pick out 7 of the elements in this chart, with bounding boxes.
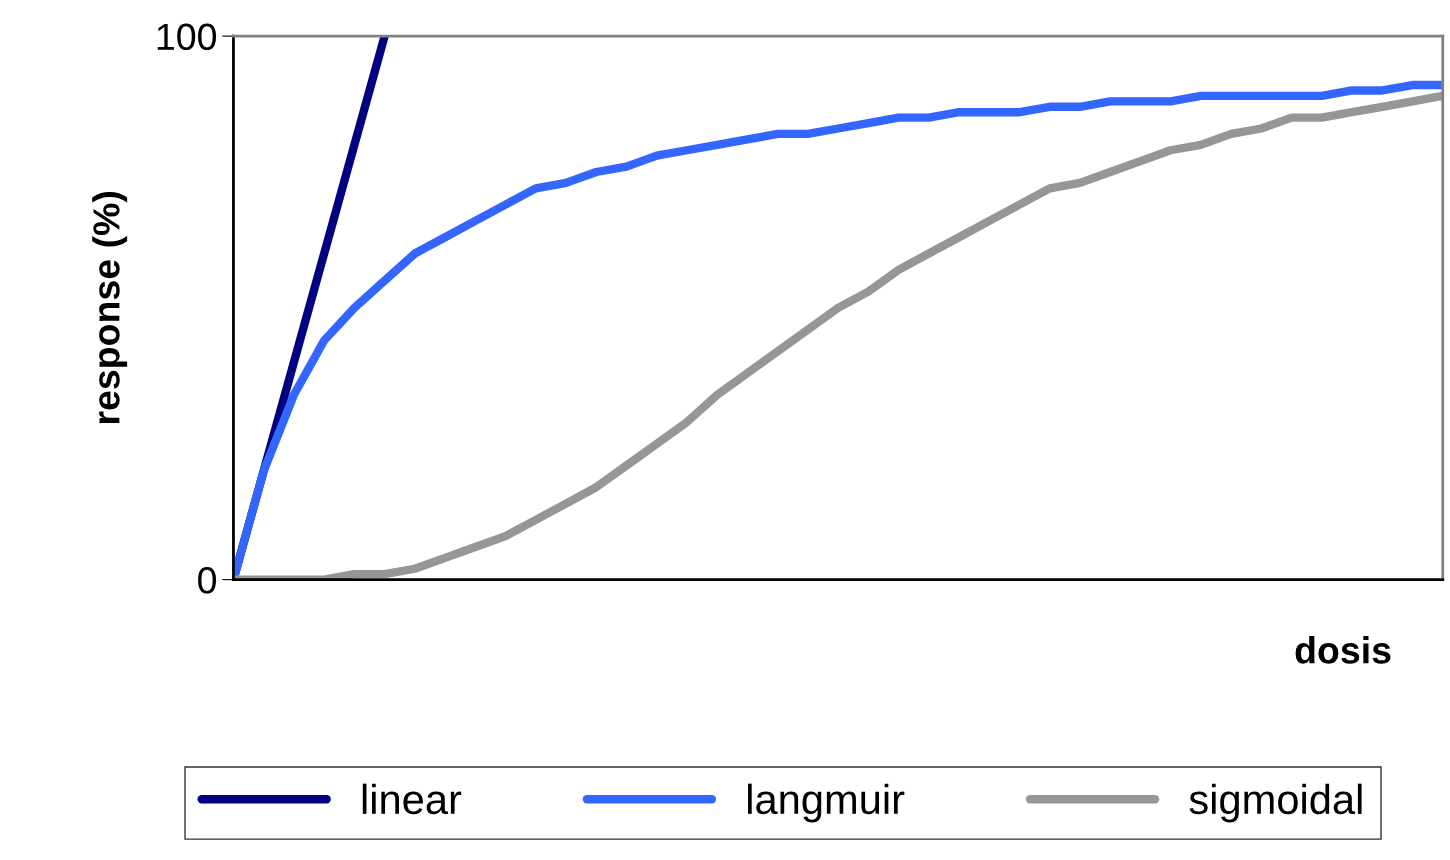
legend-label: langmuir — [748, 783, 905, 823]
y-tick-label: 100 — [157, 23, 217, 51]
y-axis-title: response (%) — [92, 192, 128, 424]
legend-label: linear — [362, 783, 462, 815]
legend-label: sigmoidal — [1189, 783, 1362, 823]
y-tick-label: 0 — [198, 567, 217, 594]
x-axis-title: dosis — [1295, 636, 1391, 664]
